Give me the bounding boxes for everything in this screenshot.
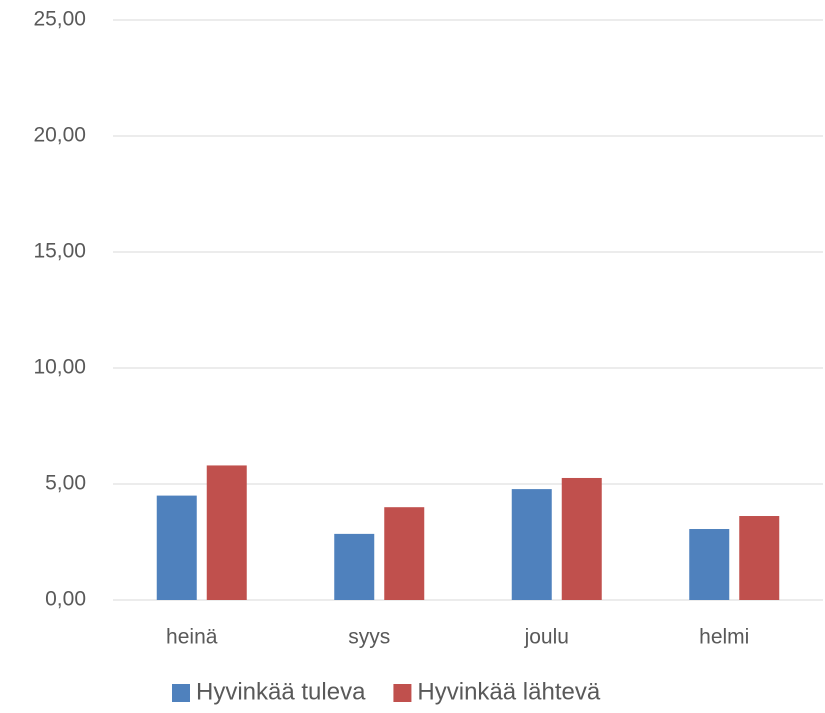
- x-tick-label: helmi: [699, 626, 749, 649]
- x-tick-label: syys: [348, 626, 390, 649]
- y-tick-label: 0,00: [45, 588, 86, 611]
- legend-swatch: [172, 684, 190, 702]
- bar: [511, 489, 552, 600]
- legend-label: Hyvinkää tuleva: [196, 678, 366, 705]
- bar: [206, 465, 247, 600]
- legend-label: Hyvinkää lähtevä: [417, 678, 600, 705]
- y-tick-label: 10,00: [33, 356, 86, 379]
- y-tick-label: 15,00: [33, 240, 86, 263]
- y-tick-label: 25,00: [33, 8, 86, 31]
- bar: [561, 477, 602, 600]
- y-tick-label: 5,00: [45, 472, 86, 495]
- bar: [156, 495, 197, 600]
- bar: [689, 529, 730, 600]
- legend-swatch: [393, 684, 412, 702]
- bar: [334, 533, 375, 600]
- bar: [739, 516, 780, 600]
- x-tick-label: joulu: [524, 626, 569, 649]
- bar: [384, 507, 425, 600]
- x-tick-label: heinä: [166, 626, 218, 649]
- y-tick-label: 20,00: [33, 124, 86, 147]
